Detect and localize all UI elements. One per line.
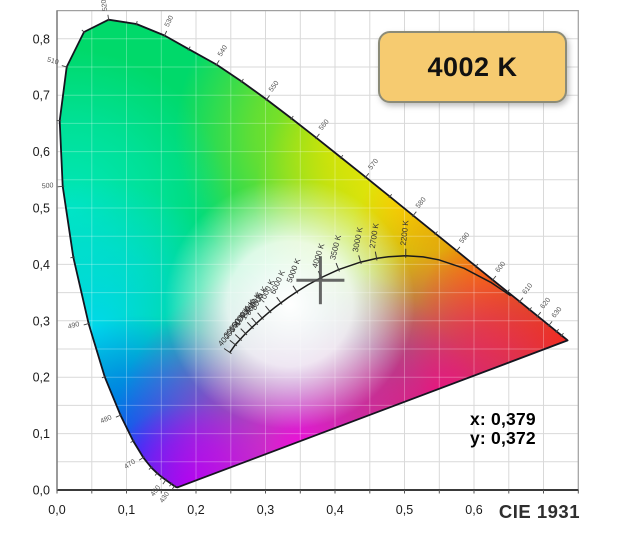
wavelength-tick-485 xyxy=(101,375,107,379)
cct-tick-7000 xyxy=(265,305,272,314)
wavelength-tick-650 xyxy=(560,332,564,337)
x-tick-label: 0,1 xyxy=(118,503,135,517)
wavelength-tick-465 xyxy=(148,466,153,470)
cct-tick-10000 xyxy=(246,321,254,330)
x-tick-label: 0,6 xyxy=(465,503,482,517)
wavelength-label-530: 530 xyxy=(164,15,175,29)
wavelength-tick-605 xyxy=(506,289,510,294)
wavelength-label-600: 600 xyxy=(495,261,508,275)
y-tick-label: 0,6 xyxy=(33,145,50,159)
wavelength-label-430: 430 xyxy=(159,491,171,505)
y-tick-label: 0,0 xyxy=(33,484,50,498)
wavelength-tick-500 xyxy=(57,185,65,188)
wavelength-label-510: 510 xyxy=(46,57,59,67)
y-tick-label: 0,1 xyxy=(33,427,50,441)
wavelength-tick-555 xyxy=(290,115,294,120)
y-tick-label: 0,4 xyxy=(33,258,50,272)
wavelength-tick-520 xyxy=(107,14,110,22)
spectral-locus-outline xyxy=(58,18,569,489)
y-tick-label: 0,5 xyxy=(33,202,50,216)
wavelength-tick-540 xyxy=(215,60,220,67)
wavelength-label-450: 450 xyxy=(150,484,163,498)
wavelength-tick-510 xyxy=(61,65,69,68)
readout-y: y: 0,372 xyxy=(470,428,536,448)
wavelength-tick-480 xyxy=(115,414,122,418)
wavelength-tick-640 xyxy=(555,328,559,333)
wavelength-tick-455 xyxy=(159,475,164,480)
xy-readout: x: 0,379 y: 0,372 xyxy=(470,410,536,448)
wavelength-label-470: 470 xyxy=(123,458,137,470)
wavelength-tick-590 xyxy=(455,246,461,253)
wavelength-tick-565 xyxy=(339,154,344,159)
y-tick-label: 0,7 xyxy=(33,89,50,103)
cct-label-2200: 2200 K xyxy=(399,219,411,246)
wavelength-tick-585 xyxy=(434,231,438,236)
x-axis-ticks xyxy=(56,490,579,494)
wavelength-label-630: 630 xyxy=(551,306,564,320)
cct-tick-6000 xyxy=(276,296,283,305)
wavelength-tick-475 xyxy=(130,439,135,443)
wavelength-label-560: 560 xyxy=(318,118,331,132)
marker-crosshair xyxy=(296,256,345,305)
wavelength-tick-490 xyxy=(83,322,91,326)
wavelength-tick-550 xyxy=(265,95,270,101)
wavelength-tick-525 xyxy=(135,20,138,26)
wavelength-tick-580 xyxy=(411,211,417,217)
cct-tick-3000 xyxy=(358,255,362,265)
planckian-locus xyxy=(229,255,512,353)
wavelength-tick-615 xyxy=(528,307,532,312)
wavelength-tick-535 xyxy=(187,46,191,51)
cct-tick-5000 xyxy=(292,285,299,294)
wavelength-label-500: 500 xyxy=(42,182,54,190)
wavelength-label-610: 610 xyxy=(522,282,535,296)
wavelength-label-550: 550 xyxy=(268,80,281,94)
wavelength-tick-545 xyxy=(240,78,244,83)
y-tick-label: 0,2 xyxy=(33,371,50,385)
x-tick-label: 0,5 xyxy=(396,503,413,517)
cct-tick-8000 xyxy=(257,312,264,320)
cct-tick-40000 xyxy=(223,348,232,355)
wavelength-tick-560 xyxy=(315,133,320,140)
axis-labels: 0,0 0,1 0,2 0,3 0,4 0,5 0,6 0,0 0,1 0,2 0,3 0,4 0,5 0… xyxy=(33,32,483,517)
wavelength-label-540: 540 xyxy=(217,44,229,58)
diagram-title: CIE 1931 xyxy=(498,501,580,522)
wavelength-label-480: 480 xyxy=(99,414,113,425)
wavelength-tick-620 xyxy=(536,311,542,318)
wavelength-tick-495 xyxy=(70,256,75,259)
wavelength-tick-630 xyxy=(547,321,553,327)
cct-tick-12000 xyxy=(240,328,248,336)
wavelength-label-520: 520 xyxy=(101,0,110,12)
wavelength-tick-610 xyxy=(518,297,524,304)
cct-badge: 4002 K xyxy=(378,31,567,103)
wavelength-tick-595 xyxy=(474,263,479,268)
x-tick-label: 0,0 xyxy=(48,503,65,517)
wavelength-label-490: 490 xyxy=(67,321,80,331)
cct-tick-9000 xyxy=(251,317,259,326)
wavelength-tick-470 xyxy=(138,456,145,461)
wavelength-label-590: 590 xyxy=(459,231,472,245)
wavelength-tick-450 xyxy=(162,478,168,485)
wavelength-tick-515 xyxy=(81,29,86,34)
y-tick-label: 0,8 xyxy=(33,32,50,46)
x-tick-label: 0,3 xyxy=(257,503,274,517)
cct-label-2700: 2700 K xyxy=(368,222,381,249)
wavelength-tick-530 xyxy=(163,30,168,37)
wavelength-tick-440 xyxy=(169,482,173,487)
wavelength-tick-430 xyxy=(171,484,176,491)
y-tick-label: 0,3 xyxy=(33,314,50,328)
wavelength-tick-570 xyxy=(364,173,370,179)
wavelength-tick-575 xyxy=(388,194,393,199)
wavelength-tick-600 xyxy=(491,275,497,282)
x-tick-label: 0,2 xyxy=(187,503,204,517)
cct-tick-15000 xyxy=(234,334,243,341)
cct-tick-20000 xyxy=(229,339,238,347)
wavelength-label-620: 620 xyxy=(539,297,552,311)
readout-x: x: 0,379 xyxy=(470,409,536,429)
cct-tick-2700 xyxy=(374,251,378,261)
wavelength-tick-460 xyxy=(154,471,159,476)
cct-tick-3500 xyxy=(335,262,340,272)
x-tick-label: 0,4 xyxy=(326,503,343,517)
